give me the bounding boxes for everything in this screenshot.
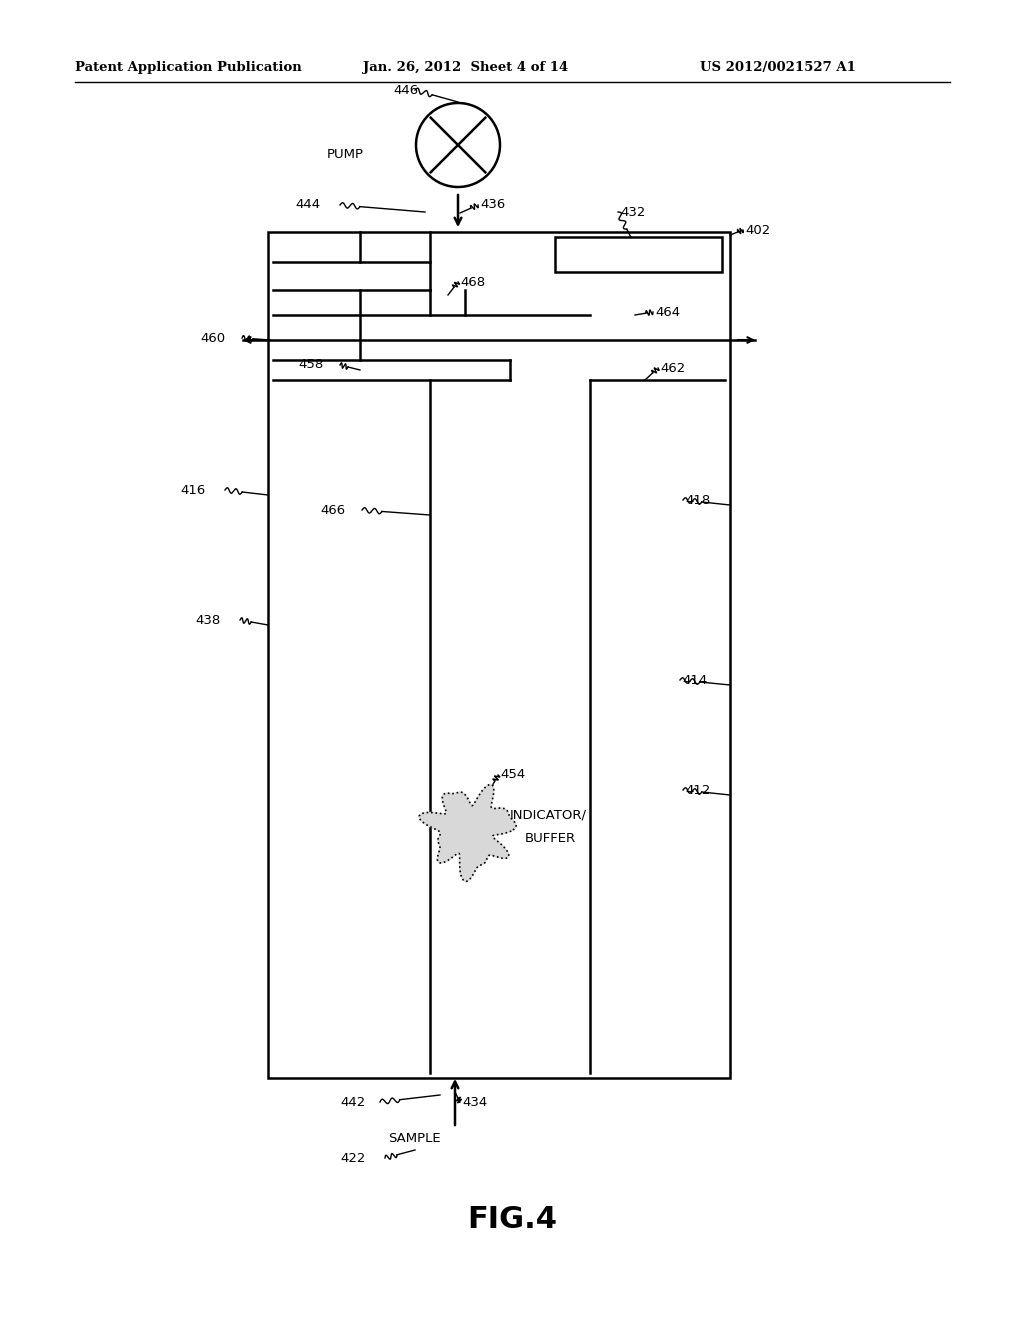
Text: 464: 464 <box>655 305 680 318</box>
Text: US 2012/0021527 A1: US 2012/0021527 A1 <box>700 62 856 74</box>
Text: SAMPLE: SAMPLE <box>388 1131 440 1144</box>
Text: FIG.4: FIG.4 <box>467 1205 557 1234</box>
Text: Jan. 26, 2012  Sheet 4 of 14: Jan. 26, 2012 Sheet 4 of 14 <box>362 62 568 74</box>
Text: 458: 458 <box>298 359 324 371</box>
Text: 442: 442 <box>340 1096 366 1109</box>
Text: Patent Application Publication: Patent Application Publication <box>75 62 302 74</box>
Text: 432: 432 <box>620 206 645 219</box>
Text: 434: 434 <box>462 1096 487 1109</box>
Text: 418: 418 <box>685 494 711 507</box>
Text: 436: 436 <box>480 198 505 211</box>
Text: 412: 412 <box>685 784 711 796</box>
Text: 414: 414 <box>682 673 708 686</box>
Bar <box>268 232 730 1078</box>
Text: 468: 468 <box>460 276 485 289</box>
Text: BUFFER: BUFFER <box>525 832 577 845</box>
Bar <box>555 238 722 272</box>
Text: 446: 446 <box>393 83 418 96</box>
Text: 444: 444 <box>295 198 321 211</box>
Text: 466: 466 <box>319 503 345 516</box>
Text: 438: 438 <box>195 614 220 627</box>
Text: 460: 460 <box>200 331 225 345</box>
Text: 402: 402 <box>745 223 770 236</box>
Text: PUMP: PUMP <box>327 149 364 161</box>
Text: 462: 462 <box>660 362 685 375</box>
Polygon shape <box>419 784 516 882</box>
Circle shape <box>416 103 500 187</box>
Text: 454: 454 <box>500 768 525 781</box>
Text: 422: 422 <box>340 1151 366 1164</box>
Text: INDICATOR/: INDICATOR/ <box>510 808 587 821</box>
Text: 416: 416 <box>180 483 205 496</box>
